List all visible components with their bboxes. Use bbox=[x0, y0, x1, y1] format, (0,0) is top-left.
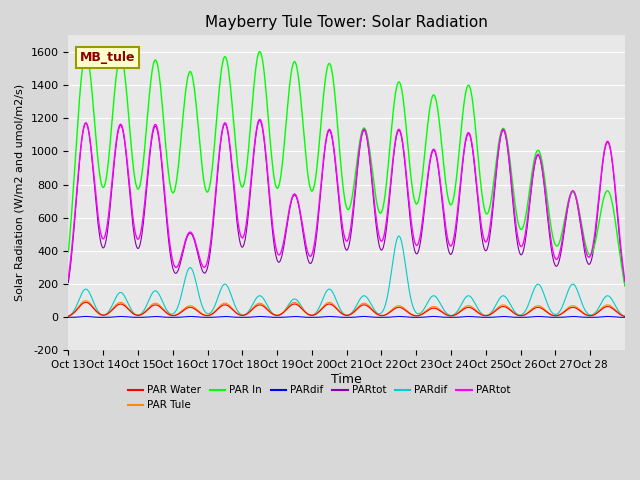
Legend: PAR Water, PAR Tule, PAR In, PARdif, PARtot, PARdif, PARtot: PAR Water, PAR Tule, PAR In, PARdif, PAR… bbox=[124, 381, 515, 415]
Y-axis label: Solar Radiation (W/m2 and umol/m2/s): Solar Radiation (W/m2 and umol/m2/s) bbox=[15, 84, 25, 301]
Text: MB_tule: MB_tule bbox=[79, 51, 135, 64]
Title: Mayberry Tule Tower: Solar Radiation: Mayberry Tule Tower: Solar Radiation bbox=[205, 15, 488, 30]
X-axis label: Time: Time bbox=[332, 373, 362, 386]
